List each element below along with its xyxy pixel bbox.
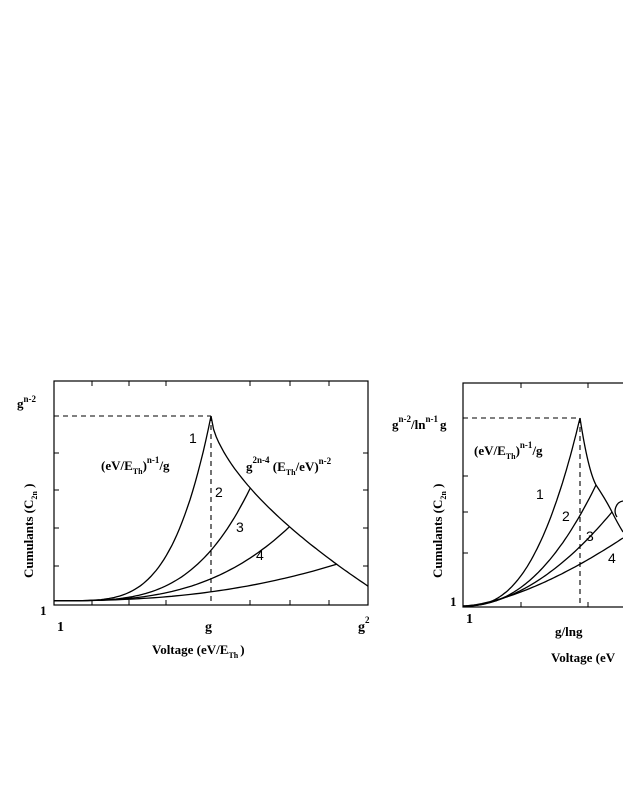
left-envelope-curve xyxy=(210,415,369,587)
right-curve-label-4: 4 xyxy=(608,550,616,566)
left-ytick-top: gn-2 xyxy=(17,394,37,411)
right-curve-label-2: 2 xyxy=(562,508,570,524)
left-xtick-g: g xyxy=(205,620,212,635)
left-plot-frame xyxy=(53,380,369,606)
left-curve-3 xyxy=(54,526,290,602)
left-ytick-bottom: 1 xyxy=(40,603,47,618)
left-xtick-g2: g2 xyxy=(358,615,370,635)
right-envelope-curve xyxy=(579,417,623,533)
right-curve-4 xyxy=(462,537,623,607)
right-curves xyxy=(462,417,623,607)
left-curve-2 xyxy=(54,487,251,602)
left-curve-label-4: 4 xyxy=(256,547,264,563)
right-axis-ticks xyxy=(463,383,589,607)
left-x-axis-title: Voltage (eV/ETh) xyxy=(152,642,245,660)
right-ytick-bottom: 1 xyxy=(450,594,457,609)
right-ytick-top: gn-2/lnn-1 g xyxy=(392,414,447,432)
right-y-axis-title: Cumulants (C2n ) xyxy=(430,484,448,578)
left-curves xyxy=(54,415,369,602)
left-curve-label-3: 3 xyxy=(236,519,244,535)
left-curve-4 xyxy=(54,563,337,602)
right-formula-rising: (eV/ETh)n-1/g xyxy=(474,440,543,461)
left-curve-label-1: 1 xyxy=(189,430,197,446)
right-curve-label-3: 3 xyxy=(586,528,594,544)
right-x-axis-title: Voltage (eV xyxy=(551,650,616,665)
left-panel: gn-2 1 1 g g2 Voltage (eV/ETh) Cumulants… xyxy=(17,380,370,660)
right-panel: gn-2/lnn-1 g 1 1 g/lng Voltage (eV Cumula… xyxy=(392,382,623,665)
right-clipped-annotation-circle xyxy=(614,500,623,518)
right-curve-2 xyxy=(463,484,597,607)
right-xtick-glng: g/lng xyxy=(555,624,583,639)
right-plot-frame xyxy=(462,382,623,608)
right-xtick-1: 1 xyxy=(466,612,473,627)
left-axis-ticks xyxy=(54,381,368,605)
left-formula-rising: (eV/ETh)n-1/g xyxy=(101,455,170,476)
left-y-axis-title: Cumulants (C2n ) xyxy=(21,484,39,578)
right-curve-3 xyxy=(463,511,613,607)
left-curve-label-2: 2 xyxy=(215,484,223,500)
left-formula-falling: g2n-4 (ETh/eV)n-2 xyxy=(246,455,332,477)
left-xtick-1: 1 xyxy=(57,620,64,635)
right-curve-label-1: 1 xyxy=(536,486,544,502)
